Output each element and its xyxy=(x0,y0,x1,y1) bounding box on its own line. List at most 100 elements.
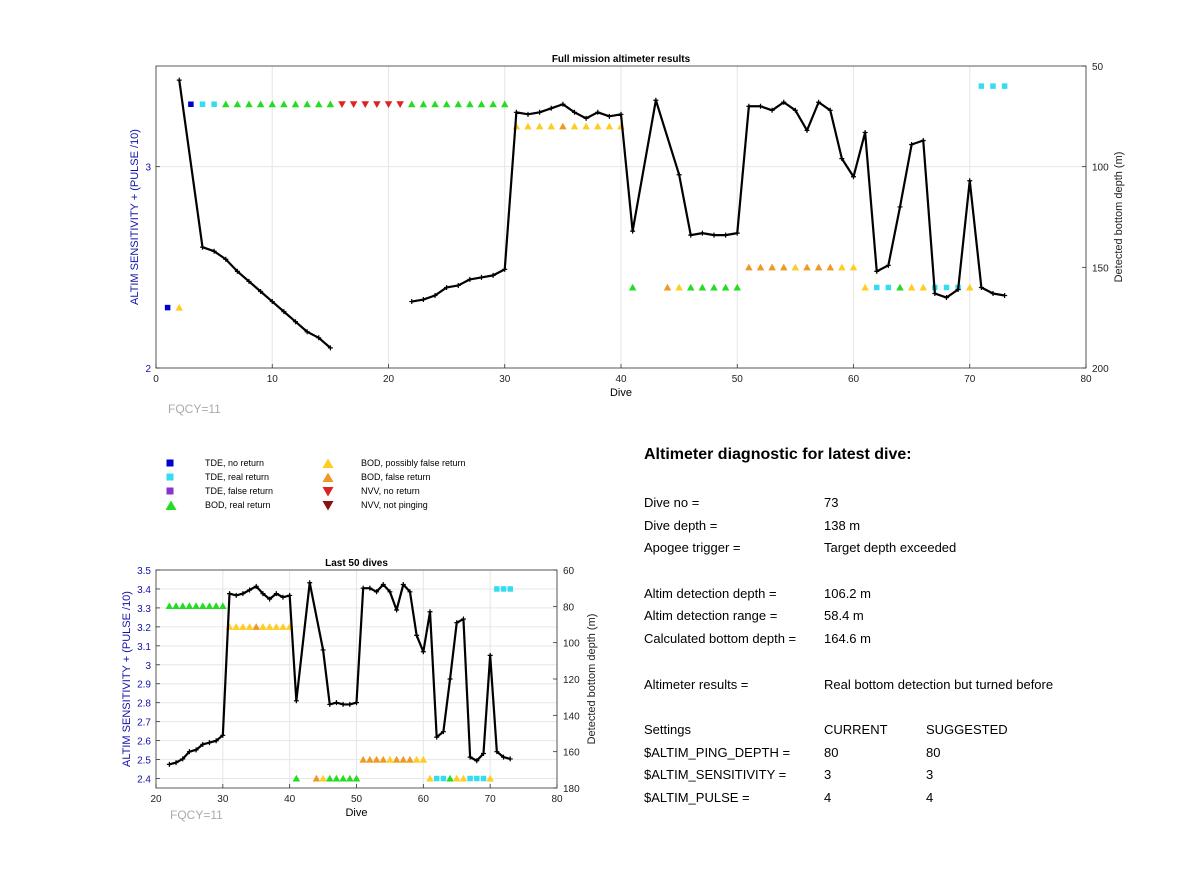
marker-triangle-up xyxy=(245,623,254,630)
x-tick-label: 80 xyxy=(551,794,563,805)
suggested-header: SUGGESTED xyxy=(926,721,1008,737)
legend-swatch xyxy=(165,500,177,510)
depth-point xyxy=(380,582,386,588)
marker-triangle-up xyxy=(399,755,408,763)
setting-current: 4 xyxy=(824,789,832,805)
depth-point xyxy=(572,109,577,115)
depth-point xyxy=(990,291,996,297)
depth-point xyxy=(400,582,406,588)
legend-label: BOD, possibly false return xyxy=(361,458,466,468)
marker-square xyxy=(480,775,487,782)
depth-point xyxy=(374,589,380,595)
depth-point xyxy=(467,754,473,760)
marker-triangle-up xyxy=(359,755,367,763)
marker-square xyxy=(211,101,217,108)
depth-point xyxy=(595,109,601,115)
depth-point xyxy=(320,647,326,653)
depth-point xyxy=(932,291,938,297)
marker-triangle-up xyxy=(178,602,187,610)
depth-point xyxy=(804,127,810,133)
depth-point xyxy=(507,756,513,762)
marker-triangle-up xyxy=(239,623,247,630)
y-left-tick-label: 3 xyxy=(145,163,151,174)
altim-detection-range-value: 58.4 m xyxy=(824,608,864,624)
altimeter-diagnostic-panel: Altimeter diagnostic for latest dive: Di… xyxy=(644,446,1164,810)
y-left-tick-label: 3.3 xyxy=(137,604,151,615)
marker-triangle-up xyxy=(172,602,180,610)
altim-detection-depth-row: Altim detection depth = 106.2 m xyxy=(644,583,1164,606)
altim-detection-range-row: Altim detection range = 58.4 m xyxy=(644,605,1164,628)
altim-detection-depth-label: Altim detection depth = xyxy=(644,585,777,601)
depth-point xyxy=(193,747,199,753)
depth-point xyxy=(455,282,461,288)
depth-point xyxy=(781,99,787,105)
depth-point xyxy=(885,262,891,268)
depth-point xyxy=(862,129,868,135)
marker-triangle-up xyxy=(849,263,858,271)
marker-triangle-up xyxy=(175,303,183,311)
depth-point xyxy=(233,592,239,598)
depth-point xyxy=(630,228,636,234)
depth-point xyxy=(699,230,705,236)
marker-triangle-up xyxy=(710,283,718,291)
marker-triangle-up xyxy=(279,623,287,630)
marker-triangle-up xyxy=(663,283,672,291)
depth-point xyxy=(360,585,366,591)
setting-suggested: 80 xyxy=(926,744,941,760)
setting-row: $ALTIM_PULSE = 4 4 xyxy=(644,787,1164,810)
depth-point xyxy=(247,587,253,593)
depth-point xyxy=(1002,293,1008,299)
marker-triangle-up xyxy=(419,755,428,763)
x-tick-label: 30 xyxy=(217,794,229,805)
depth-point xyxy=(688,232,694,238)
x-tick-label: 60 xyxy=(418,794,430,805)
y-left-tick-label: 2.4 xyxy=(137,775,151,786)
depth-point xyxy=(234,268,240,274)
depth-point xyxy=(920,137,926,143)
depth-point xyxy=(206,740,212,746)
marker-triangle-down xyxy=(361,101,369,109)
depth-point xyxy=(447,676,453,682)
y-left-tick-label: 3.2 xyxy=(137,623,151,634)
marker-triangle-up xyxy=(559,122,567,130)
depth-point xyxy=(487,652,493,658)
y-right-tick-label: 80 xyxy=(563,602,575,613)
marker-triangle-up xyxy=(165,602,174,610)
marker-triangle-up xyxy=(339,774,347,782)
legend-swatch xyxy=(322,501,334,511)
depth-point xyxy=(246,278,252,284)
altimeter-results-label: Altimeter results = xyxy=(644,676,749,692)
depth-point xyxy=(474,758,480,764)
depth-point xyxy=(454,620,460,626)
dive-no-value: 73 xyxy=(824,495,839,510)
y-left-axis-label: ALTIM SENSITIVITY + (PULSE /10) xyxy=(129,129,141,305)
marker-triangle-up xyxy=(412,755,421,763)
marker-triangle-up xyxy=(687,283,695,291)
depth-point xyxy=(220,732,226,738)
setting-suggested: 3 xyxy=(926,767,934,783)
depth-point xyxy=(479,274,484,280)
marker-triangle-up xyxy=(501,100,509,108)
depth-point xyxy=(176,77,182,83)
setting-row: $ALTIM_PING_DEPTH = 80 80 xyxy=(644,742,1164,765)
setting-name: $ALTIM_SENSITIVITY = xyxy=(644,767,787,783)
x-tick-label: 60 xyxy=(848,374,860,385)
marker-square xyxy=(494,586,500,592)
marker-square xyxy=(885,284,892,291)
marker-triangle-up xyxy=(838,263,846,271)
depth-point xyxy=(180,756,186,762)
setting-current: 3 xyxy=(824,767,832,783)
y-left-tick-label: 2.6 xyxy=(137,737,151,748)
apogee-label: Apogee trigger = xyxy=(644,540,741,556)
depth-point xyxy=(427,609,433,615)
y-right-tick-label: 100 xyxy=(563,639,580,650)
depth-point xyxy=(501,754,507,760)
depth-point xyxy=(166,761,172,767)
marker-triangle-up xyxy=(219,602,227,610)
setting-row: $ALTIM_SENSITIVITY = 3 3 xyxy=(644,764,1164,787)
marker-triangle-up xyxy=(768,263,776,271)
y-right-tick-label: 100 xyxy=(1092,163,1109,174)
marker-triangle-up xyxy=(303,100,311,108)
legend-swatch xyxy=(166,473,174,481)
legend-label: BOD, real return xyxy=(205,500,271,510)
